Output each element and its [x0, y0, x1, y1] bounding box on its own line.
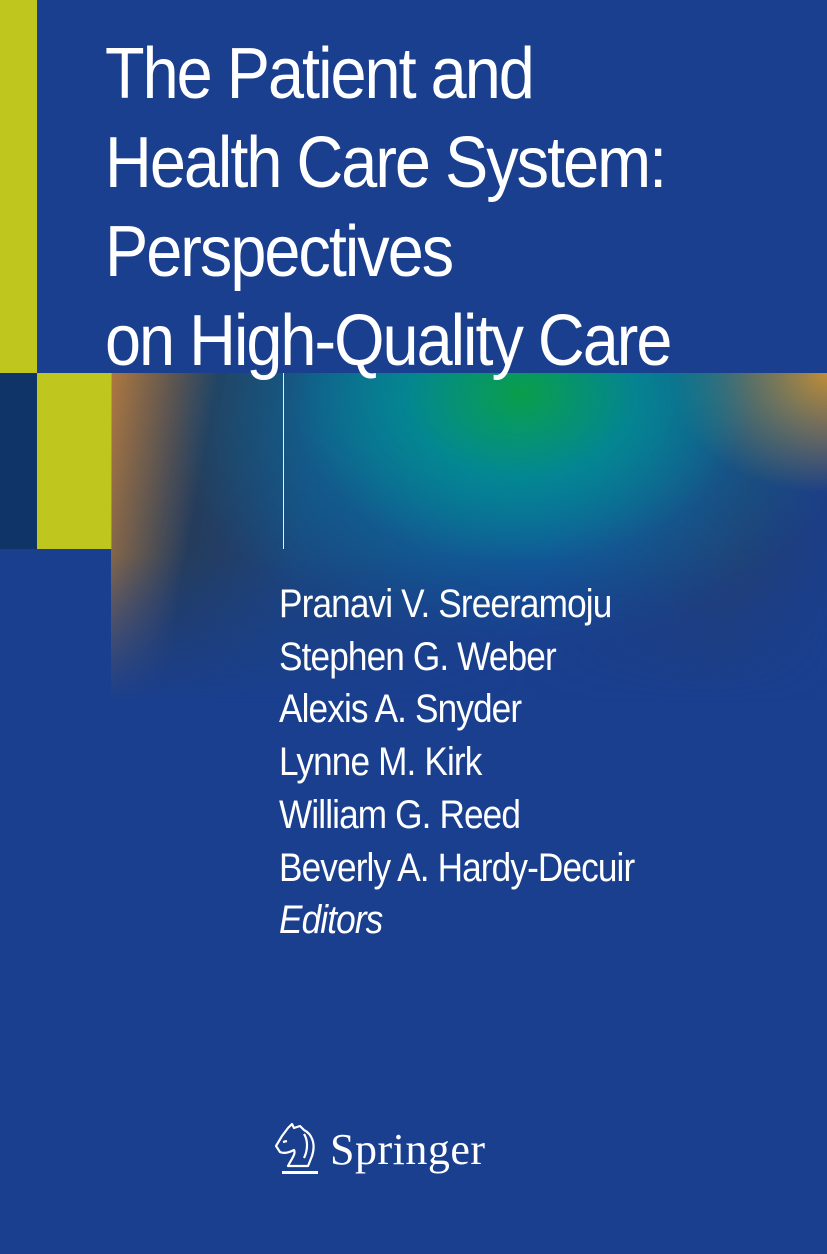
title-line: Health Care System:	[105, 123, 667, 203]
knight-horse-icon	[274, 1122, 318, 1174]
navy-accent-block	[0, 373, 37, 549]
editor-name: Alexis A. Snyder	[279, 687, 522, 732]
editor-name: Lynne M. Kirk	[279, 740, 482, 785]
editors-role-label: Editors	[279, 898, 383, 943]
lime-accent-block	[37, 373, 112, 549]
cover-artwork	[111, 373, 827, 703]
editor-name: William G. Reed	[279, 792, 521, 837]
editor-name: Stephen G. Weber	[279, 634, 557, 679]
book-title: The Patient and Health Care System: Pers…	[105, 30, 672, 386]
editor-name: Pranavi V. Sreeramoju	[279, 582, 612, 626]
editor-name: Beverly A. Hardy-Decuir	[279, 845, 635, 890]
title-line: on High-Quality Care	[105, 301, 672, 381]
title-line: The Patient and	[105, 34, 535, 114]
title-line: Perspectives	[105, 212, 454, 292]
publisher-name: Springer	[330, 1124, 486, 1174]
publisher-logo: Springer	[274, 1122, 486, 1176]
divider-line	[283, 373, 284, 549]
editors-list: Pranavi V. Sreeramoju Stephen G. Weber A…	[279, 578, 635, 947]
lime-accent-bar	[0, 0, 37, 373]
